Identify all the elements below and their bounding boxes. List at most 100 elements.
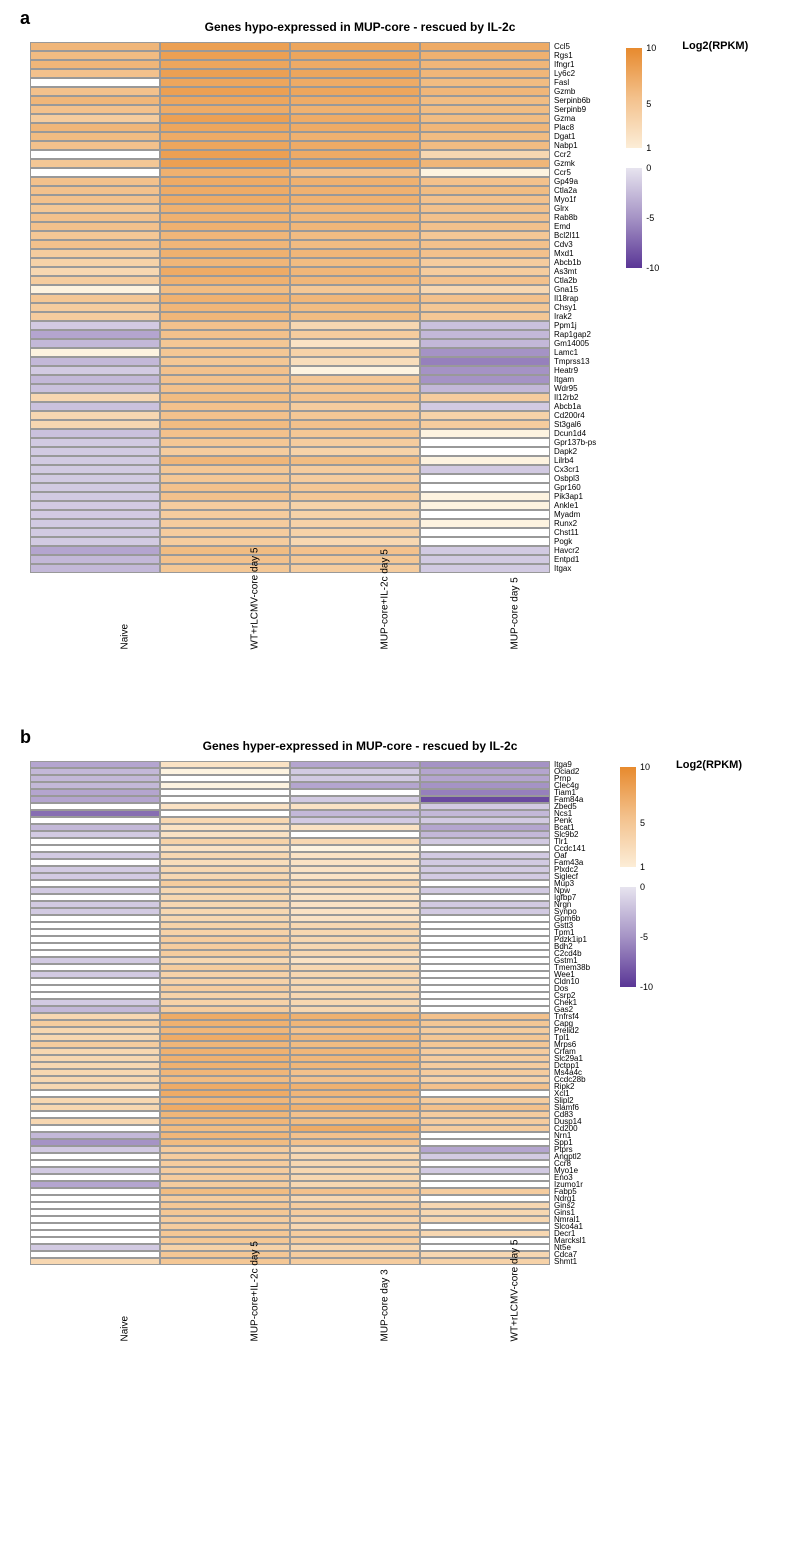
heatmap-cell (160, 501, 290, 510)
heatmap-cell (290, 546, 420, 555)
heatmap-cell (290, 123, 420, 132)
heatmap-cell (30, 1244, 160, 1251)
gene-label: Abcb1b (554, 258, 596, 267)
heatmap-cell (420, 186, 550, 195)
heatmap-cell (420, 321, 550, 330)
heatmap-cell (420, 1020, 550, 1027)
gene-labels: Itga9Ociad2PrnpClec4gTiam1Fam84aZbed5Ncs… (554, 761, 590, 1265)
heatmap-cell (30, 294, 160, 303)
heatmap-cell (290, 859, 420, 866)
gene-label: As3mt (554, 267, 596, 276)
heatmap-cell (30, 1146, 160, 1153)
panel-b: bGenes hyper-expressed in MUP-core - res… (0, 719, 800, 1411)
heatmap-cell (30, 1237, 160, 1244)
heatmap-cell (290, 519, 420, 528)
heatmap-cell (160, 1209, 290, 1216)
heatmap-cell (160, 1216, 290, 1223)
gene-label: Itgax (554, 564, 596, 573)
heatmap-cell (290, 150, 420, 159)
heatmap-cell (160, 249, 290, 258)
heatmap-cell (290, 366, 420, 375)
heatmap-cell (420, 985, 550, 992)
heatmap-cell (30, 761, 160, 768)
heatmap-cell (30, 510, 160, 519)
colorbar-tick: 1 (646, 143, 651, 153)
panel-label: b (20, 727, 31, 748)
heatmap-cell (160, 796, 290, 803)
gene-label: Pik3ap1 (554, 492, 596, 501)
heatmap-cell (30, 267, 160, 276)
gene-label: Dcun1d4 (554, 429, 596, 438)
heatmap-cell (30, 1153, 160, 1160)
heatmap-cell (30, 42, 160, 51)
heatmap-cell (30, 204, 160, 213)
heatmap-cell (290, 510, 420, 519)
column-label: MUP-core+IL-2c day 5 (250, 1332, 261, 1342)
heatmap-cell (30, 474, 160, 483)
heatmap-cell (30, 789, 160, 796)
gene-label: St3gal6 (554, 420, 596, 429)
heatmap-cell (160, 1076, 290, 1083)
heatmap-cell (290, 1076, 420, 1083)
heatmap-cell (290, 985, 420, 992)
heatmap-cell (30, 564, 160, 573)
heatmap-cell (290, 1251, 420, 1258)
heatmap-cell (160, 922, 290, 929)
heatmap-cell (290, 438, 420, 447)
heatmap-cell (30, 51, 160, 60)
heatmap-cell (30, 69, 160, 78)
heatmap-cell (420, 51, 550, 60)
heatmap-cell (30, 887, 160, 894)
heatmap-cell (420, 1006, 550, 1013)
heatmap-cell (420, 810, 550, 817)
heatmap-cell (160, 420, 290, 429)
heatmap-cell (160, 492, 290, 501)
heatmap-cell (290, 1216, 420, 1223)
gene-label: Gzmb (554, 87, 596, 96)
heatmap-cell (30, 375, 160, 384)
heatmap-cell (30, 1048, 160, 1055)
heatmap-cell (420, 866, 550, 873)
heatmap-cell (30, 402, 160, 411)
heatmap-cell (160, 803, 290, 810)
heatmap-cell (420, 929, 550, 936)
heatmap-cell (420, 1188, 550, 1195)
heatmap-cell (30, 483, 160, 492)
heatmap-cell (290, 204, 420, 213)
heatmap-cell (160, 880, 290, 887)
heatmap-cell (420, 438, 550, 447)
heatmap-cell (290, 1090, 420, 1097)
heatmap-cell (290, 901, 420, 908)
heatmap-cell (290, 1188, 420, 1195)
heatmap-cell (290, 114, 420, 123)
gene-label: Emd (554, 222, 596, 231)
heatmap-cell (160, 96, 290, 105)
heatmap-cell (160, 321, 290, 330)
heatmap-cell (160, 330, 290, 339)
heatmap-cell (160, 908, 290, 915)
heatmap-cell (420, 1251, 550, 1258)
heatmap-cell (30, 1069, 160, 1076)
heatmap-cell (160, 1125, 290, 1132)
heatmap-cell (160, 60, 290, 69)
heatmap-cell (290, 950, 420, 957)
heatmap-cell (160, 978, 290, 985)
heatmap-cell (420, 803, 550, 810)
heatmap-cell (30, 803, 160, 810)
heatmap-cell (160, 555, 290, 564)
heatmap-cell (420, 411, 550, 420)
heatmap-cell (420, 1139, 550, 1146)
heatmap-cell (420, 564, 550, 573)
heatmap-cell (290, 60, 420, 69)
heatmap-cell (160, 366, 290, 375)
heatmap-cell (30, 528, 160, 537)
heatmap-cell (290, 303, 420, 312)
gene-label: Abcb1a (554, 402, 596, 411)
heatmap-cell (420, 943, 550, 950)
heatmap-cell (160, 831, 290, 838)
colorbar-negative: 0-5-10 (626, 168, 642, 268)
heatmap-cell (290, 267, 420, 276)
gene-label: Ccr2 (554, 150, 596, 159)
heatmap-cell (290, 1111, 420, 1118)
heatmap-cell (160, 1034, 290, 1041)
